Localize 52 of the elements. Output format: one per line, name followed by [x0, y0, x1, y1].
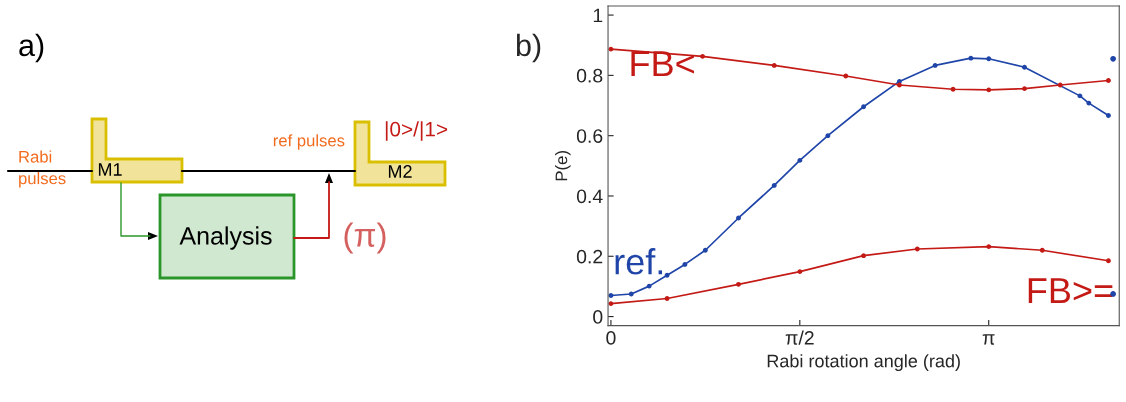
point	[861, 253, 867, 259]
x-tick-label: π/2	[785, 330, 814, 345]
x-tick-label: 0	[606, 330, 616, 345]
point	[797, 157, 803, 163]
point	[628, 291, 634, 297]
text: M1	[98, 163, 122, 176]
text: (π)	[344, 222, 386, 254]
point	[736, 281, 741, 287]
point	[843, 73, 849, 79]
point	[682, 261, 688, 267]
point	[861, 104, 867, 110]
text: Analysis	[179, 226, 272, 250]
point	[986, 87, 992, 93]
point	[914, 246, 920, 252]
point	[702, 247, 708, 253]
x-axis-title: Rabi rotation angle (rad)	[767, 354, 960, 371]
y-axis-title: P(e)	[555, 151, 571, 181]
text: ref pulses	[273, 134, 345, 150]
point	[1105, 78, 1111, 83]
text: M2	[388, 165, 412, 178]
point	[932, 62, 938, 68]
y-tick-label: 0.4	[576, 189, 603, 204]
point	[986, 244, 992, 250]
series-label: ref.	[615, 248, 663, 275]
y-tick-label: 0.6	[576, 129, 603, 143]
point	[1086, 100, 1092, 106]
text: a)	[19, 33, 44, 63]
point	[986, 56, 992, 62]
point	[968, 55, 974, 61]
point	[1105, 258, 1111, 264]
y-tick-label: 0.2	[576, 249, 603, 264]
point	[1105, 113, 1111, 118]
point	[797, 269, 803, 275]
x-tick-label: π	[982, 334, 995, 345]
point	[950, 86, 956, 92]
point	[1039, 247, 1045, 253]
y-tick-label: 0.8	[576, 68, 603, 83]
point	[700, 53, 705, 59]
point	[771, 62, 777, 68]
point	[825, 133, 831, 139]
text: b)	[516, 33, 541, 63]
text: Rabi pulses	[19, 150, 66, 188]
point	[1022, 64, 1027, 70]
y-tick-label: 1	[593, 8, 603, 23]
point	[1057, 82, 1063, 88]
point	[1022, 86, 1027, 92]
point	[1110, 55, 1117, 62]
point	[771, 182, 777, 188]
y-tick-label: 0	[593, 310, 603, 324]
text: |0>/|1>	[385, 121, 448, 141]
series-label: FB>=	[1028, 278, 1113, 303]
point	[664, 272, 670, 278]
